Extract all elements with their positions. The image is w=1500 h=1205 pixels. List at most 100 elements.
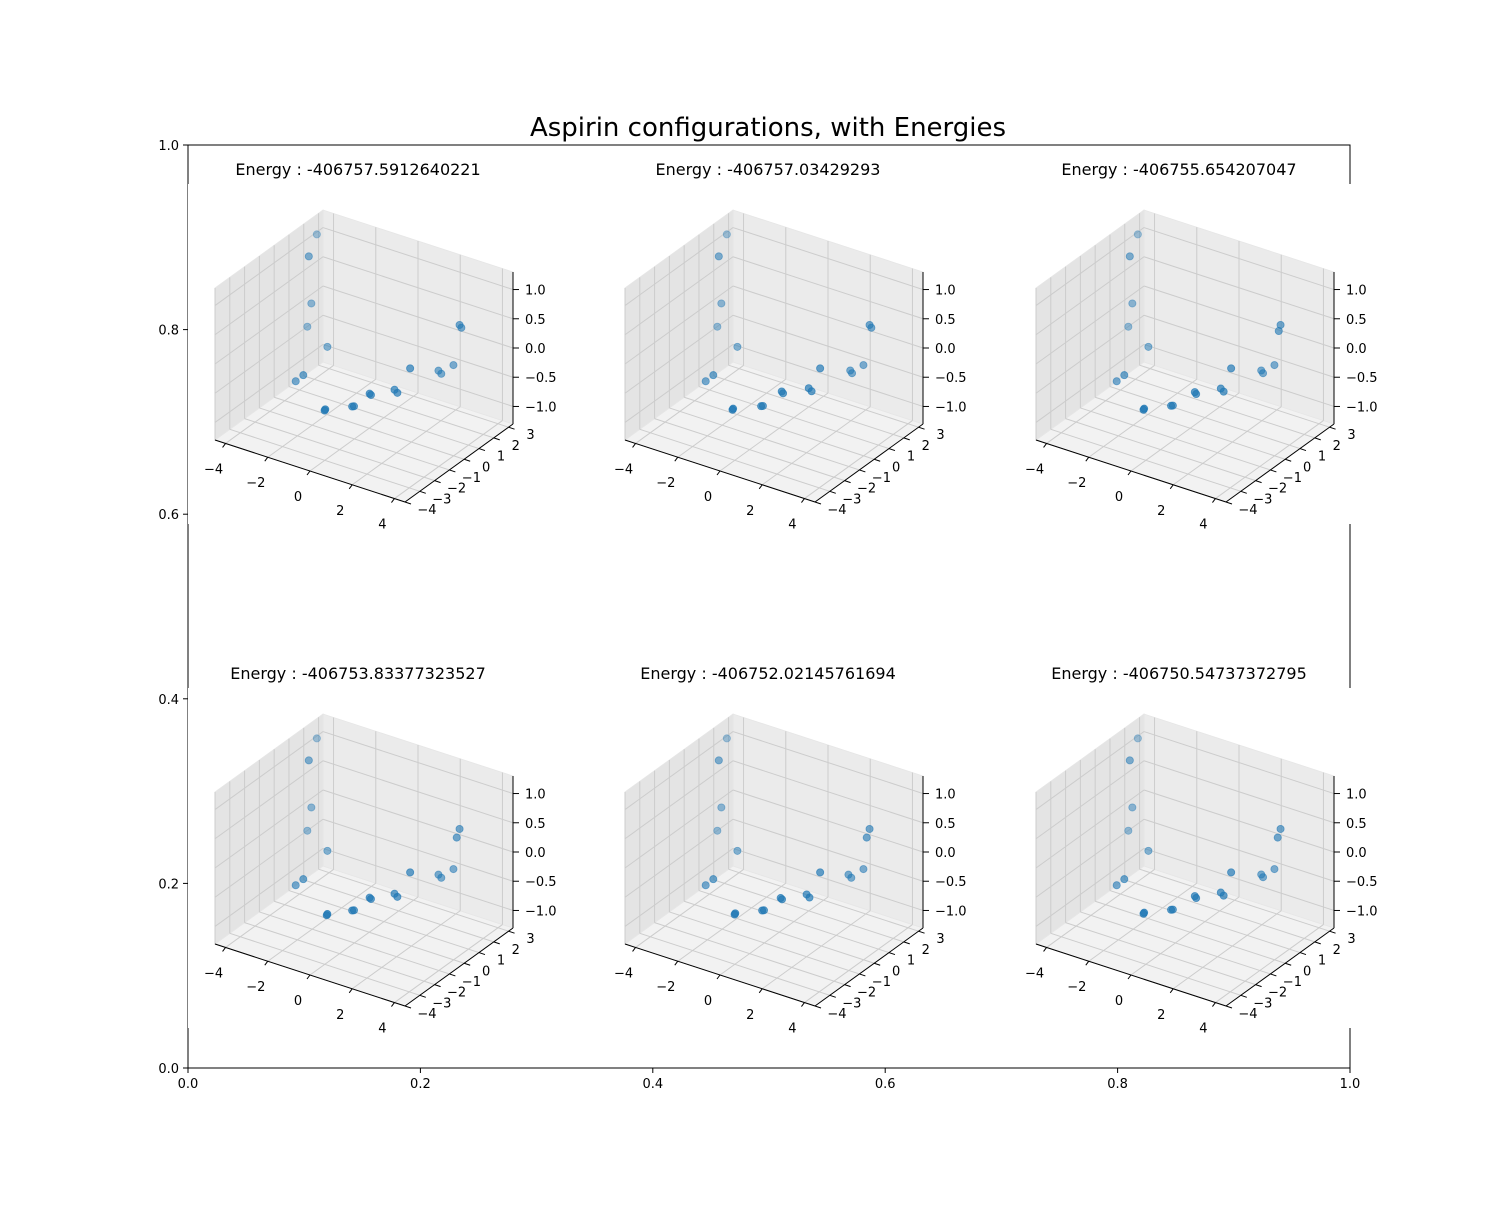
data-point	[733, 846, 742, 855]
grid-line	[214, 731, 324, 810]
grid-line	[761, 406, 871, 486]
grid-line	[322, 285, 514, 349]
y-tick	[918, 930, 925, 934]
grid-line	[635, 869, 744, 948]
x-tick	[716, 470, 721, 476]
grid-line	[677, 882, 787, 962]
data-point	[731, 909, 740, 918]
z-tick-label: 1.0	[1346, 788, 1367, 803]
y-tick-label: 2	[1333, 439, 1341, 454]
y-tick	[419, 490, 426, 494]
grid-line	[719, 392, 829, 472]
subplot-3d: Energy : -406753.83377323527−4−2024−4−3−…	[188, 664, 557, 1037]
data-point	[1227, 868, 1236, 877]
data-point	[816, 364, 825, 373]
subplot-3d: Energy : -406755.654207047−4−2024−4−3−2−…	[1009, 160, 1378, 533]
x-tick-label: 2	[746, 1008, 754, 1023]
grid-line	[1035, 256, 1145, 336]
z-tick-label: −1.0	[1346, 904, 1378, 919]
data-point	[1273, 833, 1282, 842]
data-point	[1270, 865, 1279, 874]
x-tick	[1212, 1002, 1216, 1007]
z-tick-label: −0.5	[1346, 371, 1378, 386]
x-tick-label: −4	[1025, 966, 1044, 981]
data-point	[348, 402, 357, 411]
data-point	[1276, 824, 1285, 833]
grid-line	[669, 407, 860, 471]
grid-line	[214, 760, 324, 840]
y-tick	[874, 458, 881, 462]
y-tick	[1285, 962, 1292, 966]
z-tick-label: 0.0	[935, 342, 956, 357]
data-point	[714, 252, 723, 261]
x-tick-label: 0	[294, 994, 302, 1009]
x-tick	[801, 498, 805, 503]
outer-y-tick-label: 0.8	[158, 324, 179, 339]
y-tick	[903, 941, 910, 945]
data-point	[1216, 384, 1225, 393]
data-point	[299, 875, 308, 884]
grid-line	[322, 256, 514, 320]
z-tick-label: 0.5	[935, 817, 956, 832]
subplot-3d: Energy : -406752.02145761694−4−2024−4−3−…	[598, 664, 967, 1037]
subplot-3d: Energy : -406757.5912640221−4−2024−4−3−2…	[188, 160, 557, 533]
x-tick-label: −4	[614, 966, 633, 981]
x-tick-label: 4	[788, 1022, 796, 1037]
grid-line	[761, 910, 871, 990]
y-tick-label: 0	[482, 460, 490, 475]
y-tick-label: −3	[432, 996, 451, 1011]
outer-x-tick-label: 0.6	[875, 1077, 896, 1092]
data-point	[1112, 881, 1121, 890]
grid-line	[698, 386, 890, 450]
grid-line	[1143, 285, 1335, 349]
z-tick-label: −0.5	[1346, 875, 1378, 890]
data-point	[777, 387, 786, 396]
x-tick-label: −4	[614, 462, 633, 477]
y-tick	[434, 480, 441, 484]
grid-line	[624, 760, 734, 840]
grid-line	[225, 869, 334, 948]
x-tick	[1085, 456, 1090, 462]
data-point	[1124, 826, 1133, 835]
data-point	[846, 366, 855, 375]
z-tick-label: −0.5	[525, 371, 557, 386]
outer-y-tick-label: 0.6	[158, 508, 179, 523]
grid-line	[322, 731, 514, 795]
y-tick	[493, 941, 500, 945]
z-tick-label: −1.0	[935, 400, 967, 415]
grid-line	[322, 847, 514, 911]
y-tick	[1329, 930, 1336, 934]
y-tick	[874, 962, 881, 966]
grid-line	[1139, 364, 1330, 428]
grid-line	[1143, 256, 1335, 320]
y-tick-label: −1	[872, 975, 891, 990]
y-tick-label: −4	[417, 503, 436, 518]
y-tick-label: 2	[512, 943, 520, 958]
y-tick-label: 0	[482, 964, 490, 979]
grid-line	[288, 890, 480, 954]
grid-line	[732, 789, 924, 853]
data-point	[365, 893, 374, 902]
data-point	[291, 881, 300, 890]
x-tick	[674, 456, 679, 462]
grid-line	[1215, 924, 1324, 1003]
x-tick-label: 2	[746, 504, 754, 519]
data-point	[303, 826, 312, 835]
data-point	[1167, 905, 1176, 914]
z-tick-label: 0.0	[1346, 342, 1367, 357]
grid-line	[1172, 910, 1282, 990]
data-point	[713, 826, 722, 835]
x-tick	[222, 443, 226, 448]
data-point	[1133, 734, 1142, 743]
x-tick-label: 2	[1157, 1008, 1165, 1023]
x-tick	[1169, 988, 1174, 994]
data-point	[348, 906, 357, 915]
grid-line	[259, 911, 450, 975]
data-point	[1144, 342, 1153, 351]
y-tick-label: 3	[936, 932, 944, 947]
y-tick	[449, 469, 456, 473]
grid-line	[1088, 882, 1198, 962]
data-point	[862, 833, 871, 842]
grid-line	[713, 375, 904, 439]
y-tick	[1314, 437, 1321, 441]
